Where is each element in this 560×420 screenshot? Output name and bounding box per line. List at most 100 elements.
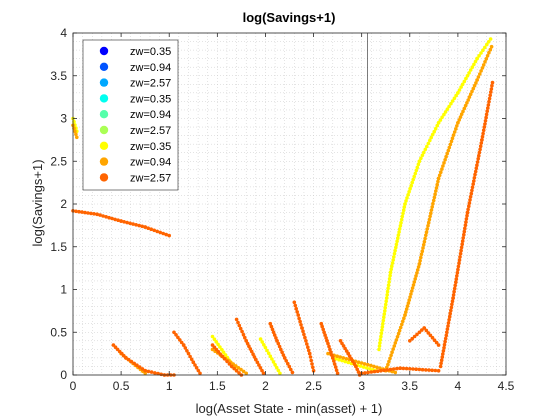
data-point: [431, 201, 435, 206]
data-point: [292, 300, 297, 305]
data-point: [414, 274, 418, 278]
data-point: [403, 202, 407, 206]
data-point: [272, 333, 277, 337]
data-point: [125, 220, 129, 225]
data-point: [377, 347, 381, 352]
data-point: [354, 364, 358, 369]
data-point: [485, 109, 490, 113]
legend-label: zw=0.35: [130, 93, 171, 105]
data-point: [216, 342, 220, 347]
data-point: [419, 252, 424, 257]
data-point: [343, 359, 348, 364]
data-point: [449, 101, 453, 106]
data-point: [332, 362, 337, 366]
data-point: [275, 339, 279, 343]
data-point: [388, 356, 392, 361]
data-point: [404, 310, 408, 314]
data-point: [263, 345, 268, 350]
data-point: [449, 139, 454, 144]
data-point: [487, 96, 492, 101]
data-point: [463, 223, 468, 227]
data-point: [455, 274, 459, 278]
data-point: [404, 307, 409, 311]
data-point: [423, 147, 428, 152]
legend-marker: [99, 94, 109, 103]
data-point: [487, 99, 491, 104]
data-point: [451, 293, 456, 297]
data-point: [433, 126, 438, 131]
legend-marker: [99, 125, 109, 135]
data-point: [140, 367, 145, 371]
data-point: [161, 231, 165, 236]
data-point: [402, 205, 407, 209]
data-point: [325, 339, 329, 343]
data-point: [341, 356, 346, 360]
data-point: [327, 344, 331, 349]
data-point: [482, 125, 487, 129]
data-point: [454, 280, 458, 285]
data-point: [476, 157, 481, 161]
x-tick-label: 1: [166, 379, 173, 393]
data-point: [397, 230, 401, 234]
data-point: [454, 127, 458, 131]
data-point: [241, 332, 246, 337]
data-point: [260, 368, 264, 373]
data-point: [439, 361, 443, 366]
data-point: [408, 339, 412, 343]
data-point: [392, 344, 397, 348]
data-point: [432, 338, 437, 343]
data-point: [489, 90, 493, 94]
data-point: [293, 303, 298, 308]
legend-label: zw=0.94: [130, 109, 171, 121]
data-point: [452, 130, 457, 134]
data-point: [390, 261, 395, 265]
data-point: [384, 296, 389, 300]
data-point: [290, 370, 295, 375]
data-point: [386, 362, 390, 367]
data-point: [473, 59, 478, 64]
data-point: [402, 316, 406, 321]
data-point: [458, 251, 463, 256]
data-point: [431, 198, 436, 203]
data-point: [351, 359, 355, 364]
data-point: [300, 326, 304, 330]
data-point: [458, 115, 463, 119]
data-point: [284, 359, 289, 363]
data-point: [268, 321, 273, 326]
x-tick-label: 0.5: [113, 379, 130, 393]
data-point: [347, 354, 352, 359]
data-point: [409, 183, 414, 188]
data-point: [462, 229, 467, 234]
data-point: [471, 182, 476, 186]
data-point: [399, 217, 404, 222]
data-point: [126, 357, 131, 362]
data-point: [296, 313, 301, 317]
data-point: [465, 74, 470, 78]
data-point: [375, 369, 380, 374]
data-point: [481, 63, 486, 67]
data-point: [234, 364, 238, 368]
data-point: [455, 270, 460, 275]
data-point: [326, 341, 330, 346]
data-point: [434, 186, 439, 190]
data-point: [478, 72, 482, 76]
data-point: [341, 344, 346, 348]
data-point: [408, 295, 412, 299]
data-point: [387, 359, 391, 364]
data-point: [388, 367, 393, 372]
data-point: [456, 121, 460, 125]
data-point: [238, 326, 243, 331]
data-point: [461, 236, 466, 240]
data-point: [476, 75, 481, 79]
data-point: [303, 335, 307, 340]
y-tick-label: 4: [60, 26, 67, 40]
data-point: [484, 115, 488, 120]
data-point: [252, 355, 257, 359]
data-point: [377, 344, 382, 348]
data-point: [445, 330, 449, 335]
data-point: [379, 331, 384, 336]
data-point: [442, 342, 447, 347]
data-point: [323, 333, 327, 337]
data-point: [410, 289, 414, 293]
data-point: [140, 224, 144, 229]
